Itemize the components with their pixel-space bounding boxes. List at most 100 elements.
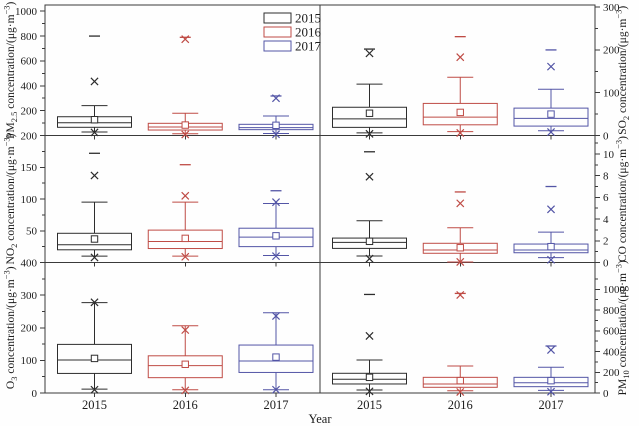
y-tick-label: 1000 [15, 6, 38, 18]
x-tick-label: 2016 [173, 398, 198, 412]
y-tick-label: 0 [32, 388, 38, 400]
outlier-x-marker [90, 128, 99, 137]
x-tick-label: 2015 [357, 398, 382, 412]
x-ticks [94, 135, 552, 397]
mean-marker [456, 244, 464, 252]
y-ticks-pm10 [595, 278, 600, 394]
y-tick-label: 300 [21, 290, 38, 302]
mean-marker [547, 110, 555, 118]
outlier-x-marker [90, 171, 99, 180]
y-tick-label: 200 [21, 130, 38, 142]
y-tick-labels-pm25: 200 400 600 800 1000 [15, 6, 38, 117]
outlier-x-marker [546, 62, 556, 71]
y-tick-label: 400 [21, 257, 38, 269]
mean-marker [365, 109, 374, 117]
outlier-x-marker [365, 49, 374, 58]
outlier-x-marker [90, 385, 99, 394]
outlier-x-marker [546, 128, 556, 137]
y-tick-label: 10 [603, 149, 615, 161]
outlier-x-marker [456, 257, 465, 266]
outlier-x-marker [90, 77, 99, 86]
outlier-x-marker [90, 253, 99, 262]
outlier-x-marker [271, 385, 281, 394]
legend-entry-2016: 2016 [263, 25, 322, 40]
outlier-x-marker [456, 199, 465, 208]
box-o3-2015 [57, 298, 132, 394]
mean-marker [272, 353, 280, 361]
outlier-x-marker [271, 311, 281, 321]
outlier-x-marker [181, 386, 190, 395]
y-tick-label: 100 [603, 88, 620, 100]
iqr-box [332, 372, 407, 385]
mean-marker [456, 108, 464, 117]
y-tick-label: 1000 [603, 284, 626, 296]
iqr-box [238, 344, 314, 373]
y-axis-title-so2: SO2 concentration/(μg·m−3) [614, 6, 632, 135]
box-so2-2015 [332, 48, 407, 138]
outlier-x-marker [271, 198, 281, 207]
outlier-x-marker [271, 252, 281, 261]
outlier-x-marker [456, 290, 465, 299]
mean-marker [272, 232, 280, 240]
outlier-x-marker [181, 130, 190, 139]
iqr-box [332, 106, 407, 128]
outlier-x-marker [365, 331, 374, 340]
x-axis-labels: 2015 2016 2017 2015 2016 2017 Year [82, 398, 564, 426]
box-co-2017 [513, 185, 589, 264]
y-tick-labels-o3: 0 100 200 300 400 [21, 257, 38, 400]
x-tick-label: 2016 [448, 398, 473, 412]
iqr-box [422, 102, 498, 126]
outlier-x-marker [181, 191, 190, 200]
outlier-x-marker [546, 255, 556, 264]
y-tick-label: 800 [603, 305, 620, 317]
box-o3-2016 [147, 325, 223, 395]
box-pm10-2015 [332, 293, 407, 396]
y-tick-labels-no2: 50 100 150 200 [21, 130, 38, 237]
outlier-x-marker [365, 129, 374, 138]
y-ticks-so2 [595, 6, 600, 136]
outlier-x-marker [456, 53, 465, 62]
y-tick-label: 100 [21, 194, 38, 206]
x-tick-label: 2015 [82, 398, 107, 412]
y-tick-label: 100 [21, 355, 38, 367]
y-axis-title-pm10: PM10 concentration/(μg·m−3) [614, 260, 632, 395]
legend-entry-2015: 2015 [263, 11, 321, 26]
y-tick-label: 50 [26, 226, 38, 238]
outlier-x-marker [271, 130, 281, 139]
outlier-x-marker [546, 205, 556, 214]
box-no2-2016 [147, 164, 223, 261]
y-axis-title-no2: NO2 concentration/(μg·m−3) [2, 133, 20, 264]
outlier-x-marker [456, 128, 465, 137]
y-ticks-o3 [40, 262, 45, 394]
x-tick-label: 2017 [539, 398, 564, 412]
box-pm10-2016 [422, 290, 498, 396]
box-co-2015 [332, 151, 407, 263]
box-pm10-2017 [513, 345, 589, 396]
mean-marker [90, 116, 99, 124]
mean-marker [181, 121, 189, 129]
y-tick-label: 400 [603, 346, 620, 358]
outlier-x-marker [90, 298, 99, 307]
outlier-x-marker [456, 387, 465, 396]
iqr-box [147, 229, 223, 250]
legend-swatch [263, 12, 292, 24]
y-ticks-co [595, 142, 600, 263]
y-tick-label: 800 [21, 31, 38, 43]
mean-marker [365, 237, 374, 246]
y-tick-labels-so2: 0 100 200 300 [603, 2, 620, 142]
legend-swatch [263, 40, 292, 52]
mean-marker [547, 242, 555, 251]
outlier-x-marker [181, 326, 190, 335]
outlier-x-marker [365, 254, 374, 263]
y-tick-label: 8 [603, 170, 609, 182]
y-tick-label: 6 [603, 192, 609, 204]
box-so2-2016 [422, 36, 498, 137]
mean-marker [456, 376, 464, 385]
